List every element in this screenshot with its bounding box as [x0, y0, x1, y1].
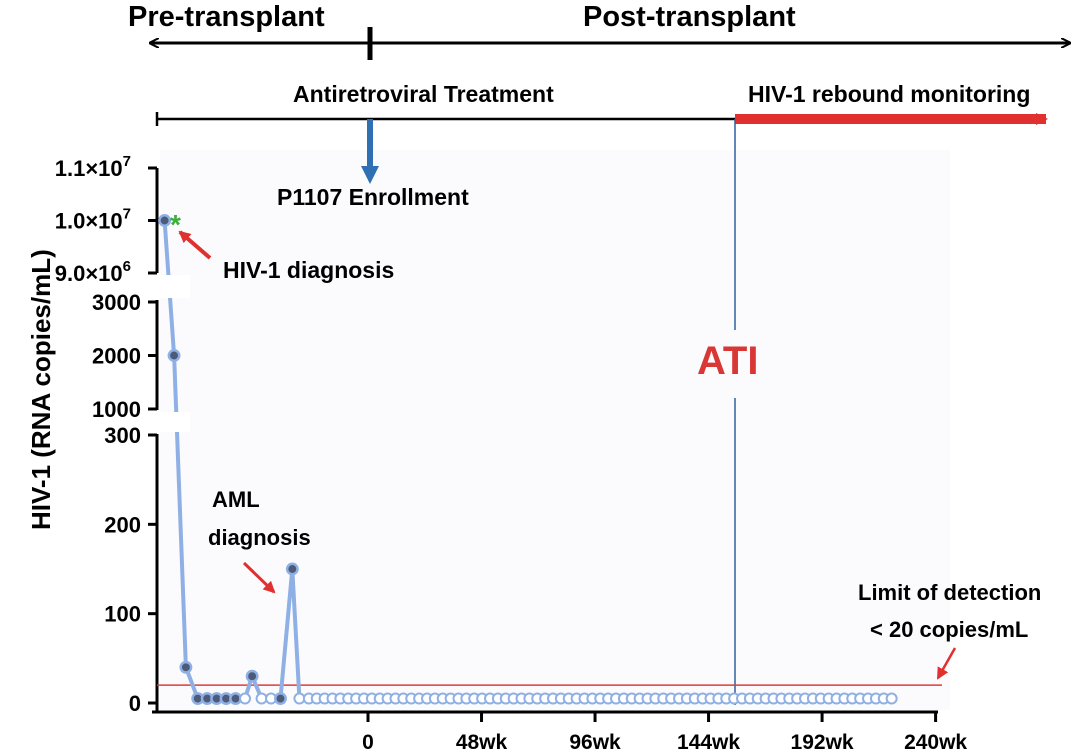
rebound-label: HIV-1 rebound monitoring — [748, 81, 1030, 107]
y-tick-exponent: 7 — [123, 153, 131, 170]
ati-label: ATI — [697, 339, 758, 383]
y-ticks: 1.1×1071.0×1079.0×1063000200010003002001… — [55, 153, 157, 716]
x-tick-label: 48wk — [456, 731, 508, 754]
x-ticks: 0 48wk 96wk 144wk 192wk 240wk — [362, 712, 967, 754]
art-label: Antiretroviral Treatment — [293, 81, 554, 107]
data-point-detected — [245, 669, 259, 683]
y-tick-exponent: 7 — [123, 206, 131, 223]
y-tick-label: 1.0×107 — [55, 206, 131, 234]
axis-break — [150, 412, 190, 432]
y-tick-label: 200 — [104, 512, 141, 537]
lod-label-line2: < 20 copies/mL — [870, 617, 1028, 642]
x-tick-label: 192wk — [791, 731, 854, 754]
post-transplant-label: Post-transplant — [583, 1, 796, 33]
enrollment-label: P1107 Enrollment — [277, 184, 469, 210]
y-tick-label: 1000 — [92, 397, 141, 422]
axis-break — [150, 275, 190, 298]
y-tick-label: 3000 — [92, 290, 141, 315]
plot-background — [160, 150, 950, 710]
x-tick-label: 144wk — [677, 731, 740, 754]
lod-label-line1: Limit of detection — [858, 580, 1041, 605]
data-point-detected — [158, 214, 172, 227]
data-point-undetected — [239, 692, 252, 705]
x-tick-label: 0 — [362, 731, 374, 754]
asterisk-marker: * — [170, 209, 181, 240]
y-tick-label: 9.0×106 — [55, 258, 131, 286]
data-point-detected — [179, 660, 193, 674]
x-tick-label: 240wk — [904, 731, 967, 754]
series-hiv-rna — [150, 214, 898, 705]
y-tick-label: 100 — [104, 602, 141, 627]
enrollment-arrowhead — [361, 166, 379, 184]
y-tick-label: 2000 — [92, 344, 141, 369]
hiv-diagnosis-label: HIV-1 diagnosis — [223, 257, 394, 283]
pre-transplant-label: Pre-transplant — [128, 1, 325, 33]
y-axis-label: HIV-1 (RNA copies/mL) — [26, 249, 56, 530]
y-tick-label: 1.1×107 — [55, 153, 131, 181]
data-point-detected — [274, 692, 287, 705]
data-point-detected — [167, 349, 181, 362]
y-tick-label: 0 — [129, 691, 141, 716]
aml-label-line1: AML — [212, 487, 260, 512]
lod-arrow — [936, 647, 957, 680]
y-tick-label: 300 — [104, 423, 141, 448]
aml-arrow — [242, 561, 276, 594]
hiv-diagnosis-arrow — [178, 230, 212, 260]
aml-label-line2: diagnosis — [208, 525, 311, 550]
data-point-detected — [285, 562, 299, 576]
y-tick-exponent: 6 — [123, 258, 131, 275]
data-point-undetected — [885, 692, 898, 705]
x-tick-label: 96wk — [569, 731, 621, 754]
